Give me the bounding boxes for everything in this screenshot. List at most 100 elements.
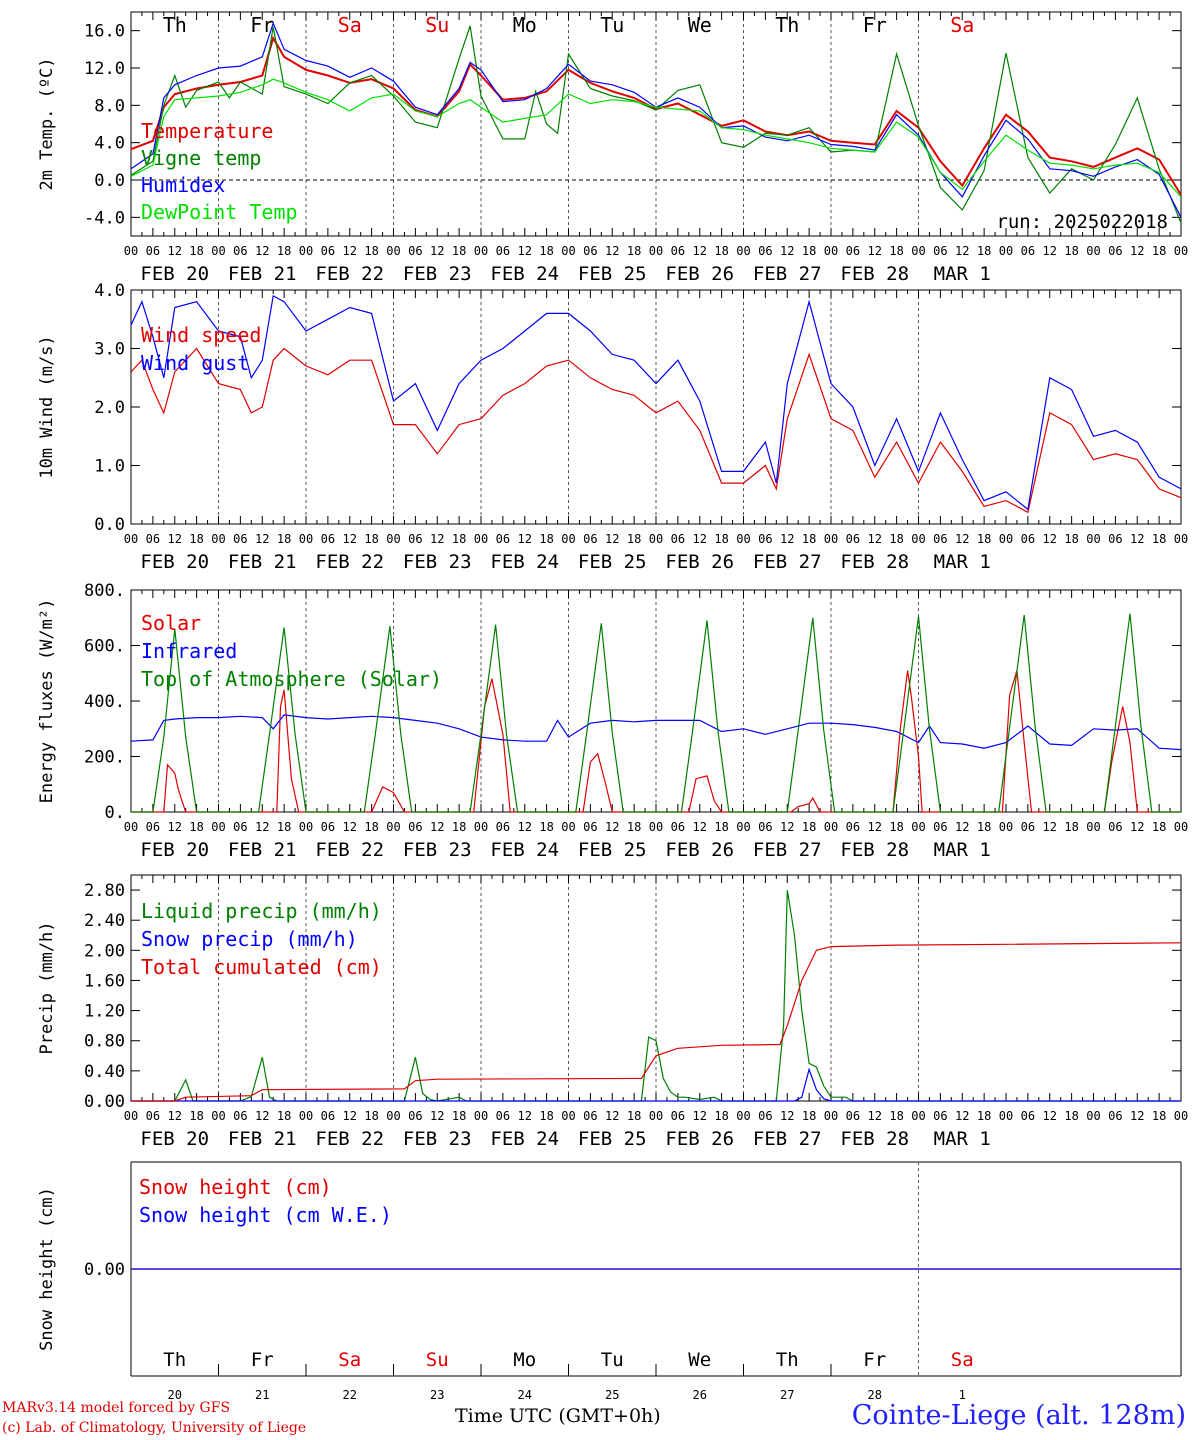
- hour-tick-label: 12: [780, 532, 794, 546]
- hour-tick-label: 18: [452, 244, 466, 258]
- hour-tick-label: 12: [430, 1109, 444, 1123]
- hour-tick-label: 06: [408, 1109, 422, 1123]
- hour-tick-label: 06: [146, 244, 160, 258]
- hour-tick-label: 06: [496, 1109, 510, 1123]
- hour-tick-label: 18: [627, 1109, 641, 1123]
- hour-tick-label: 06: [1108, 1109, 1122, 1123]
- hour-tick-label: 12: [605, 1109, 619, 1123]
- date-label: FEB 27: [753, 1128, 822, 1150]
- hour-tick-label: 06: [671, 532, 685, 546]
- weekday-label: Tu: [600, 13, 624, 37]
- y-tick-label: 800.: [84, 581, 125, 601]
- hour-tick-label: 00: [649, 244, 663, 258]
- hour-tick-label: 06: [933, 820, 947, 834]
- hour-tick-label: 00: [1174, 244, 1188, 258]
- series-line: [130, 25, 1182, 224]
- hour-tick-label: 06: [583, 1109, 597, 1123]
- y-tick-label: 1.0: [94, 457, 125, 477]
- hour-tick-label: 06: [233, 820, 247, 834]
- hour-tick-label: 12: [343, 1109, 357, 1123]
- hour-tick-label: 00: [211, 820, 225, 834]
- hour-tick-label: 18: [627, 244, 641, 258]
- hour-tick-label: 00: [211, 1109, 225, 1123]
- y-tick-label: 0.00: [84, 1092, 125, 1112]
- y-tick-label: 0.80: [84, 1032, 125, 1052]
- date-label: FEB 25: [578, 551, 647, 573]
- date-label: FEB 28: [840, 839, 909, 861]
- hour-tick-label: 06: [846, 244, 860, 258]
- hour-tick-label: 12: [780, 1109, 794, 1123]
- day-number-label: 22: [343, 1388, 357, 1402]
- hour-tick-label: 12: [518, 1109, 532, 1123]
- legend-entry: Snow precip (mm/h): [141, 927, 358, 951]
- hour-tick-label: 18: [977, 532, 991, 546]
- hour-tick-label: 12: [693, 244, 707, 258]
- hour-tick-label: 00: [211, 244, 225, 258]
- hour-tick-label: 12: [868, 244, 882, 258]
- series-line: [131, 1067, 1181, 1102]
- hour-tick-label: 18: [452, 532, 466, 546]
- hour-tick-label: 00: [824, 1109, 838, 1123]
- hour-tick-label: 12: [1043, 1109, 1057, 1123]
- hour-tick-label: 18: [802, 820, 816, 834]
- hour-tick-label: 18: [1152, 820, 1166, 834]
- date-label: MAR 1: [934, 551, 991, 573]
- hour-tick-label: 12: [430, 820, 444, 834]
- hour-tick-label: 18: [539, 532, 553, 546]
- hour-tick-label: 18: [364, 820, 378, 834]
- hour-tick-label: 00: [1174, 820, 1188, 834]
- date-label: FEB 21: [228, 1128, 297, 1150]
- y-tick-label: 8.0: [94, 96, 125, 116]
- hour-tick-label: 00: [386, 244, 400, 258]
- hour-tick-label: 12: [605, 532, 619, 546]
- hour-tick-label: 12: [168, 532, 182, 546]
- hour-tick-label: 00: [1174, 532, 1188, 546]
- x-axis-title: Time UTC (GMT+0h): [455, 1405, 661, 1427]
- hour-tick-label: 18: [714, 244, 728, 258]
- hour-tick-label: 00: [1086, 820, 1100, 834]
- hour-tick-label: 18: [277, 532, 291, 546]
- hour-tick-label: 12: [1043, 244, 1057, 258]
- hour-tick-label: 12: [343, 244, 357, 258]
- date-label: FEB 27: [753, 551, 822, 573]
- hour-tick-label: 12: [518, 244, 532, 258]
- hour-tick-label: 00: [736, 244, 750, 258]
- hour-tick-label: 12: [868, 820, 882, 834]
- hour-tick-label: 00: [999, 820, 1013, 834]
- y-tick-label: 16.0: [84, 22, 125, 42]
- hour-tick-label: 00: [474, 820, 488, 834]
- hour-tick-label: 18: [977, 820, 991, 834]
- y-axis-label: Precip (mm/h): [37, 921, 57, 1054]
- hour-tick-label: 18: [1064, 532, 1078, 546]
- y-axis-label: Energy fluxes (W/m²): [37, 599, 57, 804]
- hour-tick-label: 18: [189, 820, 203, 834]
- weekday-label: Th: [775, 13, 799, 37]
- legend-entry: Top of Atmosphere (Solar): [141, 667, 442, 691]
- hour-tick-label: 06: [1108, 244, 1122, 258]
- hour-tick-label: 00: [474, 1109, 488, 1123]
- date-label: FEB 26: [665, 839, 734, 861]
- hour-tick-label: 06: [321, 1109, 335, 1123]
- hour-tick-label: 18: [189, 532, 203, 546]
- hour-tick-label: 18: [189, 244, 203, 258]
- y-tick-label: 0.0: [94, 515, 125, 535]
- hour-tick-label: 12: [168, 1109, 182, 1123]
- hour-tick-label: 18: [277, 1109, 291, 1123]
- hour-tick-label: 18: [364, 244, 378, 258]
- day-number-label: 26: [693, 1388, 707, 1402]
- date-label: FEB 24: [490, 551, 559, 573]
- y-tick-label: 4.0: [94, 134, 125, 154]
- hour-tick-label: 00: [736, 532, 750, 546]
- hour-tick-label: 18: [277, 820, 291, 834]
- series-line: [130, 35, 1182, 196]
- legend-entry: Solar: [141, 611, 201, 635]
- hour-tick-label: 12: [430, 244, 444, 258]
- hour-tick-label: 12: [1043, 532, 1057, 546]
- hour-tick-label: 18: [189, 1109, 203, 1123]
- hour-tick-label: 12: [255, 820, 269, 834]
- date-label: FEB 26: [665, 1128, 734, 1150]
- hour-tick-label: 00: [561, 244, 575, 258]
- hour-tick-label: 06: [233, 532, 247, 546]
- hour-tick-label: 00: [1086, 532, 1100, 546]
- date-label: FEB 21: [228, 551, 297, 573]
